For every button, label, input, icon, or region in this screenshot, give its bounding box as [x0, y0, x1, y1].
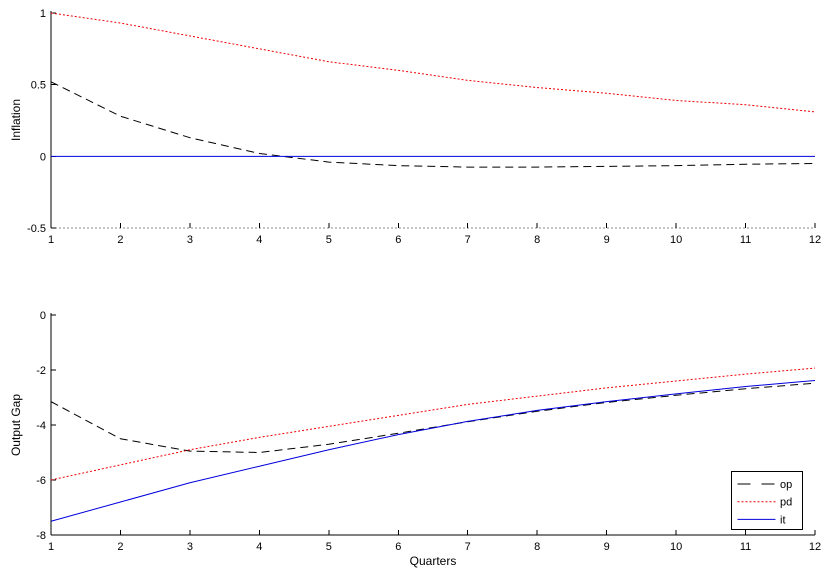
y-axis-label-output-gap: Output Gap: [9, 393, 23, 457]
series-it-line: [50, 379, 816, 522]
y-tick-label: -2: [36, 365, 46, 377]
x-tick-label: 2: [117, 234, 123, 246]
series-op-line: [50, 81, 816, 168]
x-tick-label: 7: [465, 234, 471, 246]
y-tick-label: 0.5: [31, 80, 46, 92]
series-op-line: [50, 382, 816, 454]
x-tick-label: 12: [809, 541, 821, 553]
x-tick-label: 9: [604, 541, 610, 553]
x-tick-label: 6: [395, 234, 401, 246]
x-tick-label: 11: [740, 541, 751, 553]
x-tick-label: 11: [740, 234, 751, 246]
y-tick-label: -8: [36, 530, 46, 542]
x-axis-label-quarters: Quarters: [409, 554, 457, 568]
y-tick-label: -6: [36, 475, 46, 487]
x-tick-label: 2: [117, 541, 123, 553]
x-tick-label: 3: [187, 234, 193, 246]
series-pd-line: [50, 12, 816, 113]
x-tick-label: 9: [604, 234, 610, 246]
x-tick-label: 6: [395, 541, 401, 553]
y-tick-label: -4: [36, 420, 46, 432]
x-tick-label: 8: [534, 234, 540, 246]
x-tick-label: 8: [534, 541, 540, 553]
x-tick-label: 10: [670, 541, 682, 553]
legend-label-pd: pd: [780, 497, 792, 509]
x-tick-label: 4: [256, 541, 262, 553]
series-pd-line: [50, 367, 816, 481]
x-tick-label: 5: [326, 234, 332, 246]
x-tick-label: 3: [187, 541, 193, 553]
x-tick-label: 4: [256, 234, 262, 246]
x-tick-label: 5: [326, 541, 332, 553]
x-tick-label: 1: [48, 541, 54, 553]
y-tick-label: -0.5: [27, 223, 46, 235]
y-axis-label-inflation: Inflation: [9, 98, 23, 142]
legend-label-op: op: [780, 479, 792, 491]
legend-label-it: it: [780, 514, 786, 526]
y-tick-label: 1: [40, 8, 46, 20]
x-tick-label: 7: [465, 541, 471, 553]
y-tick-label: 0: [40, 310, 46, 322]
x-tick-label: 1: [48, 234, 54, 246]
y-tick-label: 0: [40, 151, 46, 163]
x-tick-label: 12: [809, 234, 821, 246]
x-tick-label: 10: [670, 234, 682, 246]
